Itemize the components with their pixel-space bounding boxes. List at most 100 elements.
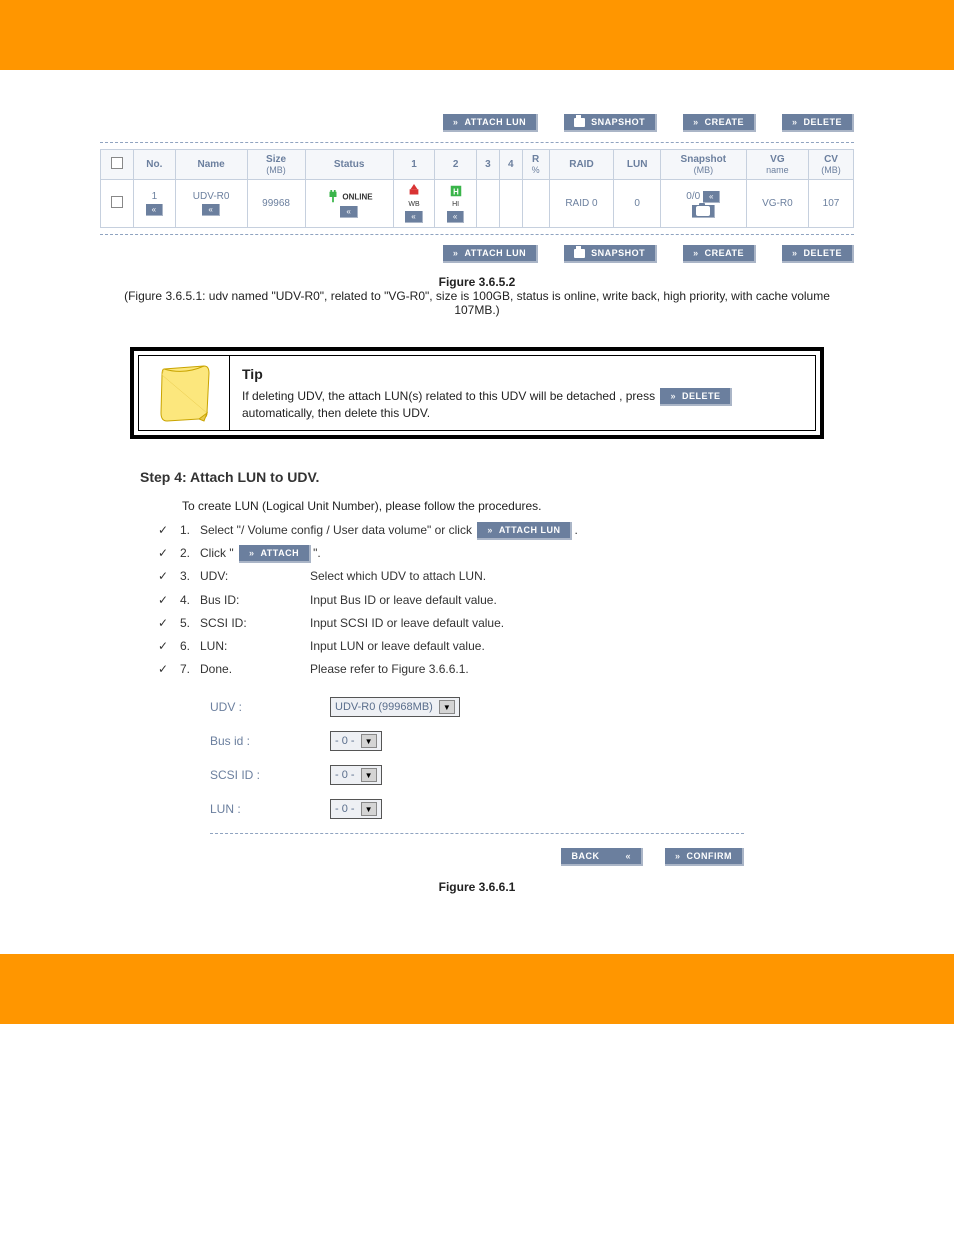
select-all-checkbox[interactable] [111,157,123,169]
chevron-left-icon: « [625,851,631,861]
delete-button[interactable]: »DELETE [782,245,854,263]
table-header-row: No. Name Size(MB) Status 1 2 3 4 R% RAID… [101,150,854,180]
col-no: No. [134,150,176,180]
cell-no: 1 « [134,180,176,228]
step-line: ✓ 2. Click " »ATTACH". [158,544,814,563]
col-3: 3 [476,150,499,180]
cell-snapshot: 0/0 « [660,180,746,228]
chevron-right-icon: » [453,248,459,258]
attach-lun-button[interactable]: » ATTACH LUN [443,114,538,132]
chevron-right-icon: » [249,548,255,558]
step-line: ✓ 3. UDV:Select which UDV to attach LUN. [158,567,814,586]
attach-lun-label: ATTACH LUN [499,525,561,535]
cell-2: H HI « [435,180,477,228]
scsi-label: SCSI ID : [210,768,330,782]
attach-lun-button[interactable]: »ATTACH LUN [443,245,538,263]
expand-button[interactable]: « [146,204,163,216]
col-lun: LUN [614,150,661,180]
delete-label: DELETE [803,117,842,127]
lun-select[interactable]: - 0 - ▼ [330,799,382,819]
snapshot-button[interactable]: SNAPSHOT [564,245,657,263]
divider [100,234,854,235]
cell-3 [476,180,499,228]
tip-press: , press [619,389,655,403]
chevron-right-icon: » [693,248,699,258]
udv-value: UDV-R0 (99968MB) [335,701,433,713]
row-checkbox[interactable] [111,196,123,208]
back-label: BACK [571,851,599,861]
cell-r [522,180,549,228]
col-4: 4 [499,150,522,180]
back-button[interactable]: BACK « [561,848,643,866]
step-line: ✓ 4. Bus ID:Input Bus ID or leave defaul… [158,591,814,610]
chevron-right-icon: » [487,525,493,535]
expand-button[interactable]: « [405,211,422,223]
udv-label: UDV : [210,700,330,714]
snapshot-label: SNAPSHOT [591,248,645,258]
tip-box: Tip If deleting UDV, the attach LUN(s) r… [130,347,824,439]
delete-button[interactable]: »DELETE [782,114,854,132]
svg-text:H: H [453,188,459,197]
camera-icon [696,206,710,216]
col-vg: VGname [746,150,808,180]
camera-icon [574,249,585,258]
lun-form-screenshot: UDV : UDV-R0 (99968MB) ▼ Bus id : - 0 - … [210,697,744,866]
col-1: 1 [393,150,435,180]
cell-1: WB « [393,180,435,228]
confirm-button[interactable]: »CONFIRM [665,848,744,866]
step4-intro: To create LUN (Logical Unit Number), ple… [182,497,814,515]
create-button[interactable]: »CREATE [683,114,756,132]
form-row-udv: UDV : UDV-R0 (99968MB) ▼ [210,697,744,717]
create-button[interactable]: »CREATE [683,245,756,263]
col-2: 2 [435,150,477,180]
create-label: CREATE [705,117,744,127]
cell-cv: 107 [809,180,854,228]
dropdown-arrow-icon: ▼ [361,802,377,816]
expand-button[interactable]: « [703,191,720,203]
tip-label: Tip [242,366,803,382]
bus-select[interactable]: - 0 - ▼ [330,731,382,751]
chevron-right-icon: » [675,851,681,861]
snapshot-button[interactable]: SNAPSHOT [564,114,657,132]
figure-caption: Figure 3.6.5.2 (Figure 3.6.5.1: udv name… [100,275,854,317]
form-row-scsi: SCSI ID : - 0 - ▼ [210,765,744,785]
bus-label: Bus id : [210,734,330,748]
divider [210,833,744,834]
cell-size: 99968 [247,180,305,228]
dropdown-arrow-icon: ▼ [439,700,455,714]
expand-button[interactable]: « [447,211,464,223]
dropdown-arrow-icon: ▼ [361,734,377,748]
bus-value: - 0 - [335,735,355,747]
expand-button[interactable]: « [202,204,219,216]
table-row: 1 « UDV-R0 « 99968 ONLINE « [101,180,854,228]
step-line: ✓ 7. Done.Please refer to Figure 3.6.6.1… [158,660,814,679]
divider [100,142,854,143]
chevron-right-icon: » [670,391,676,401]
tip-line2: automatically, then delete this UDV. [242,406,430,420]
chevron-right-icon: » [792,248,798,258]
snapshot-cam-button[interactable] [692,205,715,218]
write-back-icon [407,184,421,198]
note-icon [149,361,219,426]
lun-label: LUN : [210,802,330,816]
attach-button[interactable]: »ATTACH [239,545,311,563]
attach-lun-label: ATTACH LUN [464,117,526,127]
delete-button[interactable]: »DELETE [660,388,732,406]
chevron-right-icon: » [453,117,459,127]
dropdown-arrow-icon: ▼ [361,768,377,782]
col-r: R% [522,150,549,180]
attach-lun-button[interactable]: » ATTACH LUN [477,522,572,540]
header-bar [0,0,954,70]
expand-button[interactable]: « [340,206,357,218]
udv-select[interactable]: UDV-R0 (99968MB) ▼ [330,697,460,717]
footer-bar [0,954,954,1024]
scsi-select[interactable]: - 0 - ▼ [330,765,382,785]
form-row-lun: LUN : - 0 - ▼ [210,799,744,819]
col-status: Status [305,150,393,180]
col-name: Name [175,150,247,180]
cell-lun: 0 [614,180,661,228]
cell-4 [499,180,522,228]
cell-name: UDV-R0 « [175,180,247,228]
lun-value: - 0 - [335,803,355,815]
priority-high-icon: H [449,184,463,198]
